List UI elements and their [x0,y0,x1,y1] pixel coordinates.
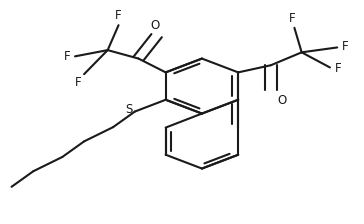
Text: F: F [335,62,341,75]
Text: S: S [126,103,133,116]
Text: F: F [342,40,349,53]
Text: F: F [115,9,122,22]
Text: F: F [289,12,296,25]
Text: F: F [75,76,81,89]
Text: O: O [150,19,159,32]
Text: F: F [64,50,71,63]
Text: O: O [277,94,286,107]
